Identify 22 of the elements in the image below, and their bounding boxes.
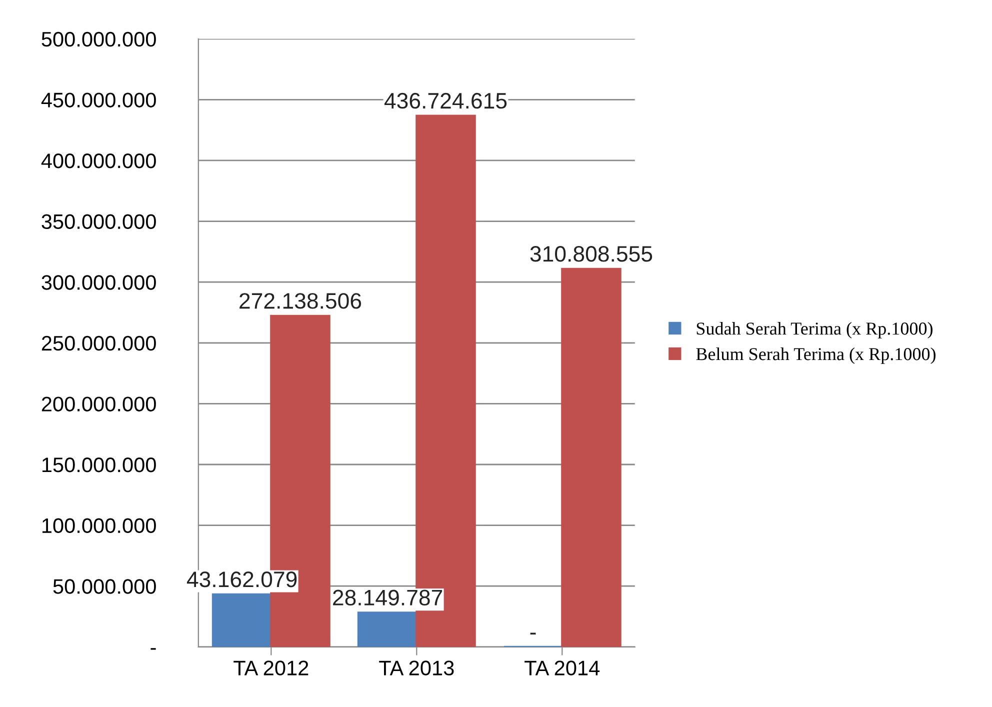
y-tick-label: 100.000.000 (42, 518, 156, 534)
data-label: 436.724.615 (384, 92, 507, 109)
data-label: 272.138.506 (240, 293, 362, 309)
legend-label: Sudah Serah Terima (x Rp.1000) (696, 322, 932, 338)
data-label: - (530, 632, 536, 634)
data-label: 310.808.555 (530, 246, 652, 262)
x-tick-label: TA 2013 (379, 660, 454, 676)
y-tick-label: 250.000.000 (42, 336, 156, 351)
legend-label: Belum Serah Terima (x Rp.1000) (696, 348, 936, 364)
y-tick-label: 400.000.000 (41, 153, 156, 168)
data-label: 43.162.079 (186, 572, 297, 588)
y-tick-label: 300.000.000 (42, 275, 156, 290)
y-tick-label: 200.000.000 (42, 396, 156, 412)
x-tick-label: TA 2012 (234, 660, 308, 676)
y-tick-label: 500.000.000 (42, 32, 156, 47)
x-tick-label: TA 2014 (524, 660, 600, 676)
y-tick-label: 450.000.000 (41, 92, 156, 108)
y-tick-label: 350.000.000 (42, 214, 156, 230)
y-tick-label: - (150, 648, 156, 650)
data-label: 28.149.787 (333, 590, 442, 606)
y-tick-label: 50.000.000 (53, 579, 156, 594)
y-tick-label: 150.000.000 (42, 458, 156, 472)
